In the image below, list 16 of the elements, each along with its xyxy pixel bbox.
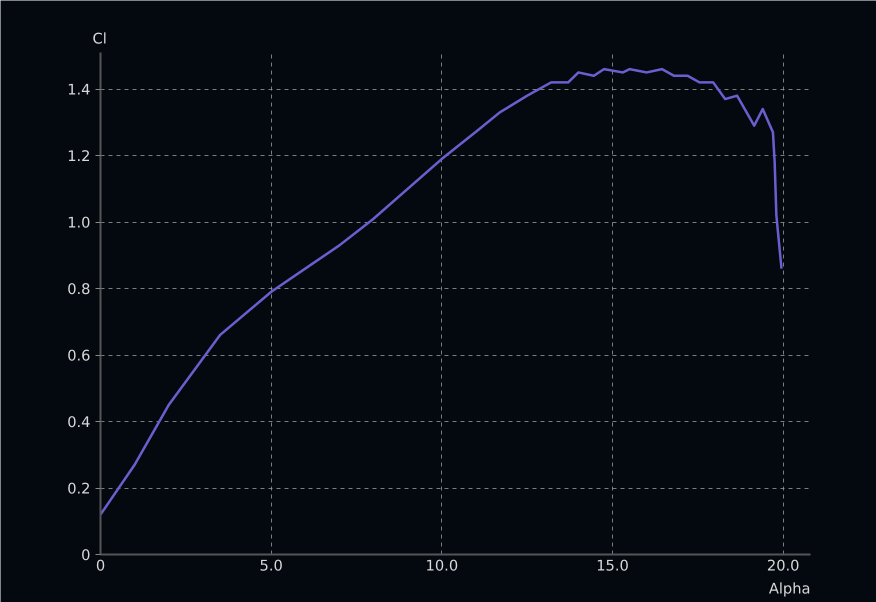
x-tick-label: 10.0: [426, 558, 458, 574]
y-tick-label: 0.2: [67, 480, 91, 498]
x-tick-label: 20.0: [766, 558, 800, 574]
y-tick-label: 0.4: [67, 414, 91, 432]
y-axis-title: Cl: [92, 30, 107, 48]
x-tick-label: 0: [96, 558, 106, 574]
y-tick-label: 1.0: [67, 214, 91, 232]
line-series: [100, 68, 783, 516]
x-tick-label: 5.0: [260, 558, 283, 574]
y-tick-label: 0: [81, 547, 91, 564]
y-tick-label: 1.2: [67, 148, 91, 166]
y-tick-label: 0.8: [67, 281, 91, 298]
y-tick-label: 1.4: [67, 82, 91, 99]
x-tick-label: 15.0: [596, 558, 629, 574]
x-axis-title: Alpha: [768, 580, 810, 598]
y-tick-label: 0.6: [67, 348, 91, 365]
